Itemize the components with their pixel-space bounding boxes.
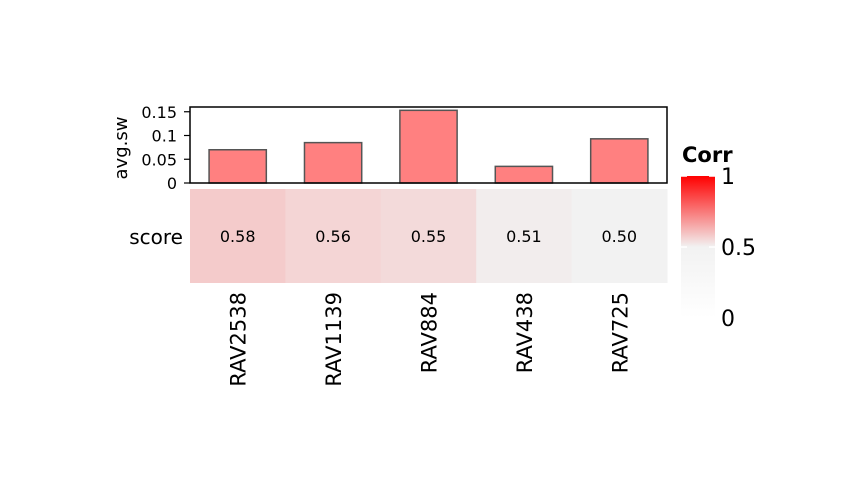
heatmap-value-label: 0.56 [315, 227, 351, 246]
bar-axis-tick-label: 0.15 [141, 103, 177, 122]
heatmap-row-label: score [129, 225, 183, 249]
heatmap-value-label: 0.58 [220, 227, 256, 246]
bar-RAV1139 [303, 141, 363, 184]
heatmap-cell-RAV725 [571, 189, 668, 283]
heatmap-value-label: 0.51 [506, 227, 542, 246]
column-label: RAV2538 [227, 292, 251, 387]
corr-legend: Corr 0 0.5 1 [681, 143, 756, 332]
bar-RAV438 [494, 165, 554, 184]
column-label: RAV438 [513, 292, 537, 373]
legend-tick-label: 0 [721, 307, 735, 332]
column-label: RAV1139 [322, 292, 346, 387]
bar-axis-tick-label: 0.05 [141, 150, 177, 169]
heatmap-body: score 0.58 0.56 0.55 0.51 0.50 RAV2538 RAV113… [129, 189, 668, 387]
legend-title: Corr [682, 143, 733, 167]
bar-axis-tick-label: 0 [167, 174, 177, 193]
heatmap-cell-RAV884 [380, 189, 477, 283]
bar-RAV2538 [208, 149, 268, 184]
heatmap-value-label: 0.50 [601, 227, 637, 246]
heatmap-value-label: 0.55 [411, 227, 447, 246]
heatmap-cell-RAV1139 [285, 189, 382, 283]
bar-annotation-panel: avg.sw 0 0.05 0.1 0.15 [111, 103, 668, 193]
column-label: RAV884 [418, 292, 442, 373]
bar-panel-frame [189, 106, 668, 184]
bar-axis-tick-label: 0.1 [152, 127, 177, 146]
bar-RAV725 [589, 138, 649, 184]
legend-tick-label: 1 [721, 165, 735, 190]
bar-ylabel: avg.sw [111, 117, 132, 180]
legend-tick-label: 0.5 [721, 236, 756, 261]
column-label: RAV725 [608, 292, 632, 373]
heatmap-cell-RAV2538 [190, 189, 286, 283]
heatmap-cell-RAV438 [476, 189, 573, 283]
bar-RAV884 [399, 109, 458, 184]
